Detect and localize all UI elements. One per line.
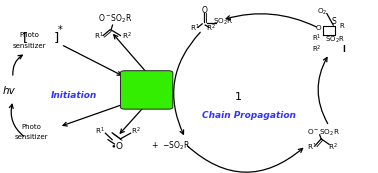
FancyBboxPatch shape: [121, 71, 173, 109]
Text: Energy
Transfer: Energy Transfer: [128, 80, 166, 100]
Text: I: I: [343, 45, 345, 54]
Text: sensitizer: sensitizer: [12, 43, 46, 49]
Text: sensitizer: sensitizer: [15, 134, 48, 140]
Text: O$^-$SO$_2$R: O$^-$SO$_2$R: [98, 12, 133, 25]
Text: R$^2$: R$^2$: [328, 141, 338, 153]
Text: O$^-$SO$_2$R: O$^-$SO$_2$R: [307, 128, 340, 138]
Text: R$^1$: R$^1$: [307, 141, 316, 153]
Text: R$^1$: R$^1$: [94, 31, 104, 42]
Text: O: O: [202, 7, 208, 16]
Text: $\bullet$O: $\bullet$O: [110, 140, 124, 151]
Text: R$^2$: R$^2$: [312, 44, 322, 55]
Text: $+$  $-$SO$_2$R: $+$ $-$SO$_2$R: [150, 139, 190, 152]
Text: SO$_2$R: SO$_2$R: [325, 35, 345, 45]
Text: R: R: [339, 23, 344, 29]
Text: Photo: Photo: [22, 124, 42, 130]
Text: O: O: [316, 25, 322, 31]
Text: [: [: [23, 31, 29, 44]
Text: R$^1$: R$^1$: [190, 23, 200, 34]
Text: Initiation: Initiation: [51, 92, 97, 101]
Text: Chain Propagation: Chain Propagation: [202, 111, 296, 120]
Text: 1: 1: [234, 92, 242, 102]
Text: *: *: [58, 25, 63, 35]
Text: R$^2$: R$^2$: [206, 23, 215, 34]
Text: O$_2$: O$_2$: [318, 7, 328, 17]
Text: SO$_2$R: SO$_2$R: [212, 17, 233, 27]
Text: R$^1$: R$^1$: [95, 125, 105, 137]
Text: R$^2$: R$^2$: [122, 31, 132, 42]
Text: R$^2$: R$^2$: [132, 125, 141, 137]
Text: hv: hv: [3, 86, 15, 96]
Text: S: S: [332, 17, 336, 26]
Text: Photo: Photo: [19, 32, 39, 38]
Text: ]: ]: [54, 31, 59, 44]
Text: R$^1$: R$^1$: [312, 33, 322, 44]
